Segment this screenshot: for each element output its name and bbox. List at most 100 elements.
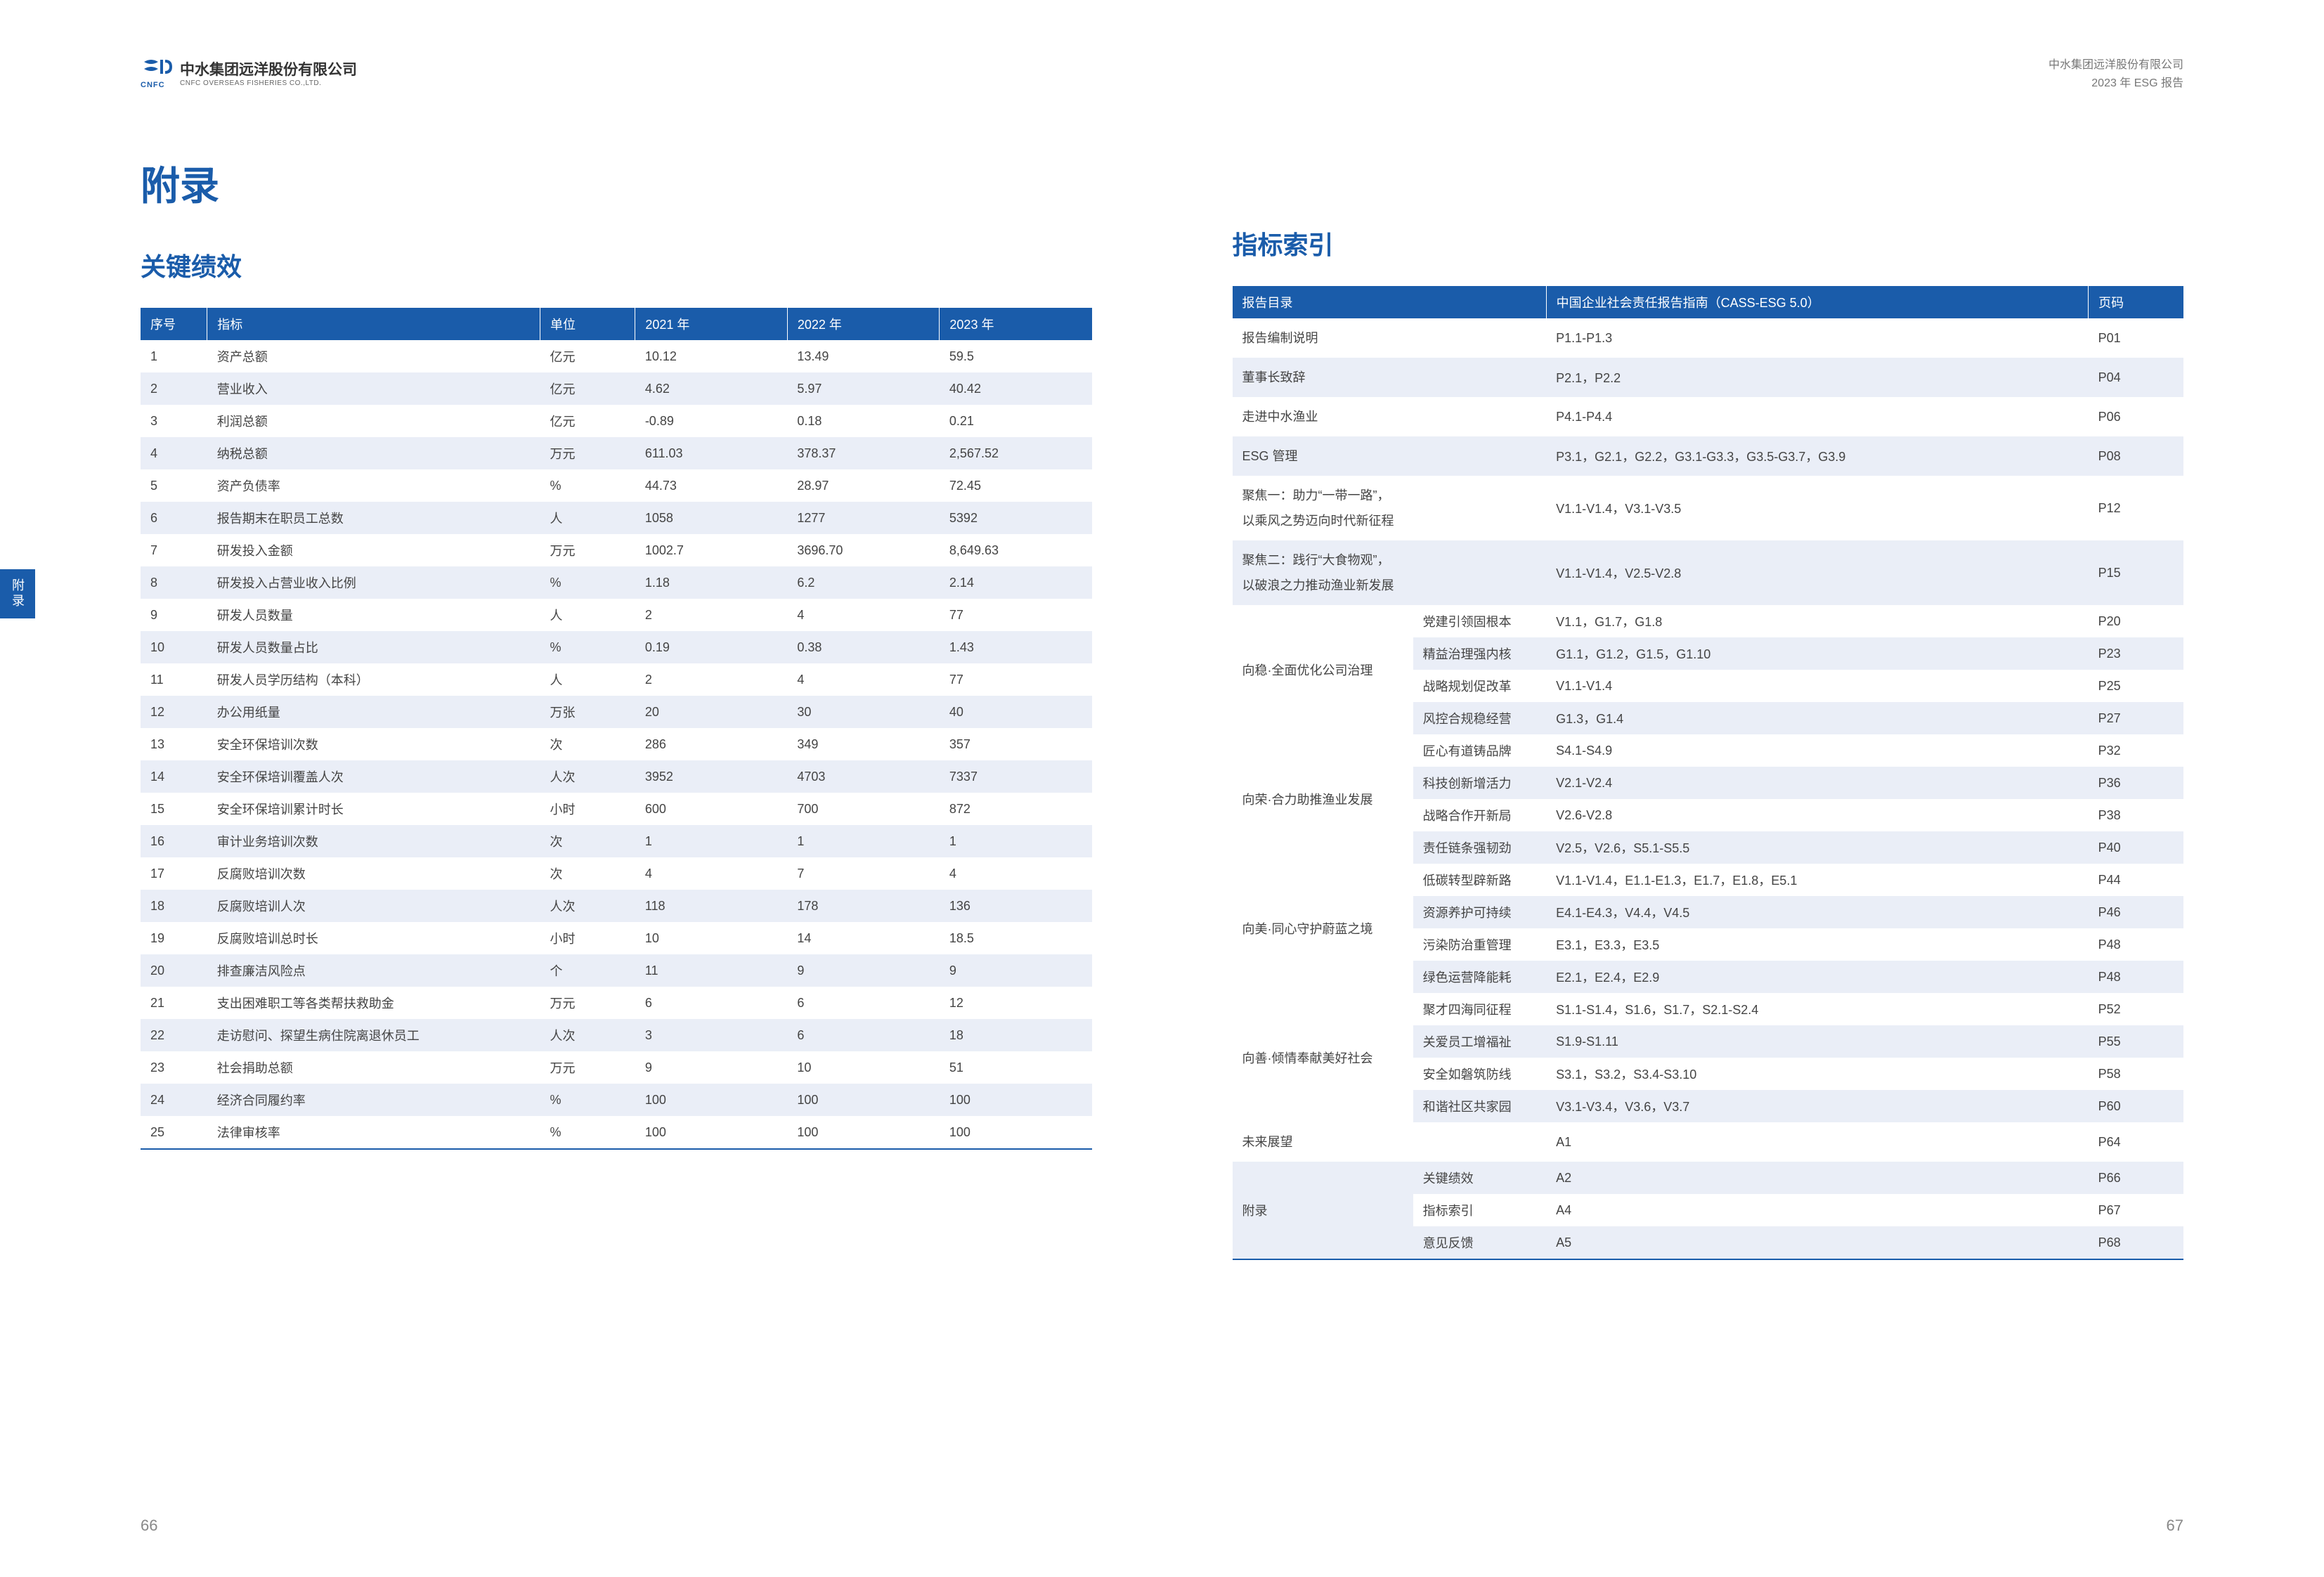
table-cell: A4	[1546, 1194, 2089, 1226]
left-title-section: 关键绩效	[141, 247, 1092, 283]
table-row: 5资产负债率%44.7328.9772.45	[141, 469, 1092, 502]
table-cell: 反腐败培训总时长	[207, 922, 540, 954]
table-row: 8研发投入占营业收入比例%1.186.22.14	[141, 566, 1092, 599]
table-cell: 25	[141, 1116, 207, 1149]
table-cell: 小时	[540, 922, 635, 954]
table-cell: 7337	[940, 760, 1092, 793]
table-cell: A2	[1546, 1162, 2089, 1194]
table-cell: 4.62	[635, 372, 788, 405]
table-cell: 11	[141, 663, 207, 696]
table-cell: P66	[2089, 1162, 2183, 1194]
table-cell: P25	[2089, 670, 2183, 702]
table-cell: 风控合规稳经营	[1413, 702, 1546, 734]
table-cell: 6	[141, 502, 207, 534]
table-cell: 4703	[787, 760, 940, 793]
table-cell: V1.1-V1.4，V2.5-V2.8	[1546, 540, 2089, 605]
table-row: 17反腐败培训次数次474	[141, 857, 1092, 890]
table-cell: G1.1，G1.2，G1.5，G1.10	[1546, 637, 2089, 670]
table-cell: 2	[635, 599, 788, 631]
table-cell: P3.1，G2.1，G2.2，G3.1-G3.3，G3.5-G3.7，G3.9	[1546, 436, 2089, 476]
table-cell: 2	[635, 663, 788, 696]
table-cell: P23	[2089, 637, 2183, 670]
table-cell: 10	[787, 1051, 940, 1084]
table-row: 1资产总额亿元10.1213.4959.5	[141, 340, 1092, 372]
table-cell: 次	[540, 728, 635, 760]
logo-text: CNFC	[141, 81, 176, 89]
table-cell: 社会捐助总额	[207, 1051, 540, 1084]
table-row: 附录关键绩效A2P66	[1233, 1162, 2184, 1194]
table-cell: P58	[2089, 1058, 2183, 1090]
table-cell: 1	[141, 340, 207, 372]
table-cell: 研发投入占营业收入比例	[207, 566, 540, 599]
table-cell: S1.9-S1.11	[1546, 1025, 2089, 1058]
table-cell: 绿色运营降能耗	[1413, 961, 1546, 993]
table-cell: 17	[141, 857, 207, 890]
table-cell: 18	[940, 1019, 1092, 1051]
table-cell: 万元	[540, 987, 635, 1019]
header-right-line1: 中水集团远洋股份有限公司	[2049, 56, 2183, 74]
table-cell: 安全如磐筑防线	[1413, 1058, 1546, 1090]
table-cell: 人次	[540, 1019, 635, 1051]
table-cell: 100	[635, 1084, 788, 1116]
page-number-right: 67	[2167, 1517, 2183, 1535]
table-cell: P2.1，P2.2	[1546, 358, 2089, 397]
table-cell: 14	[141, 760, 207, 793]
table-cell: 10	[635, 922, 788, 954]
table-cell: 5	[141, 469, 207, 502]
table-cell: 20	[635, 696, 788, 728]
idx-th-3: 页码	[2089, 286, 2183, 318]
table-cell: P01	[2089, 318, 2183, 358]
table-cell: 349	[787, 728, 940, 760]
table-cell: P08	[2089, 436, 2183, 476]
table-cell: 精益治理强内核	[1413, 637, 1546, 670]
table-cell: E3.1，E3.3，E3.5	[1546, 928, 2089, 961]
table-cell: P68	[2089, 1226, 2183, 1259]
table-cell: 20	[141, 954, 207, 987]
table-cell: 136	[940, 890, 1092, 922]
table-cell: 0.19	[635, 631, 788, 663]
table-cell: 1277	[787, 502, 940, 534]
table-cell: 19	[141, 922, 207, 954]
table-row: 15安全环保培训累计时长小时600700872	[141, 793, 1092, 825]
table-cell: 1	[940, 825, 1092, 857]
table-cell: P67	[2089, 1194, 2183, 1226]
table-cell: 经济合同履约率	[207, 1084, 540, 1116]
table-cell: 万元	[540, 437, 635, 469]
table-cell: 利润总额	[207, 405, 540, 437]
table-cell: %	[540, 469, 635, 502]
table-cell: 1002.7	[635, 534, 788, 566]
table-cell: S3.1，S3.2，S3.4-S3.10	[1546, 1058, 2089, 1090]
table-cell: 报告编制说明	[1233, 318, 1547, 358]
table-cell: P40	[2089, 831, 2183, 864]
header-right-line2: 2023 年 ESG 报告	[2049, 74, 2183, 93]
header-right: 中水集团远洋股份有限公司 2023 年 ESG 报告	[2049, 56, 2183, 92]
table-cell: 28.97	[787, 469, 940, 502]
section-cell: 向美·同心守护蔚蓝之境	[1233, 864, 1413, 993]
table-cell: 匠心有道铸品牌	[1413, 734, 1546, 767]
th-y3: 2023 年	[940, 308, 1092, 340]
table-cell: 14	[787, 922, 940, 954]
table-cell: 战略合作开新局	[1413, 799, 1546, 831]
table-row: 向稳·全面优化公司治理党建引领固根本V1.1，G1.7，G1.8P20	[1233, 605, 2184, 637]
table-row: 24经济合同履约率%100100100	[141, 1084, 1092, 1116]
table-cell: P12	[2089, 476, 2183, 540]
th-y2: 2022 年	[787, 308, 940, 340]
left-main-content: 附录 关键绩效 序号 指标 单位 2021 年 2022 年 2023 年 1资…	[141, 155, 1092, 1150]
table-cell: 9	[787, 954, 940, 987]
table-cell: 12	[940, 987, 1092, 1019]
table-cell: 15	[141, 793, 207, 825]
table-cell: V1.1，G1.7，G1.8	[1546, 605, 2089, 637]
header-logo-block: CNFC 中水集团远洋股份有限公司 CNFC OVERSEAS FISHERIE…	[141, 56, 357, 89]
table-cell: 1058	[635, 502, 788, 534]
table-row: 9研发人员数量人2477	[141, 599, 1092, 631]
performance-table: 序号 指标 单位 2021 年 2022 年 2023 年 1资产总额亿元10.…	[141, 308, 1092, 1150]
table-cell: 0.21	[940, 405, 1092, 437]
table-cell: 872	[940, 793, 1092, 825]
page-number-left: 66	[141, 1517, 157, 1535]
table-cell: 走进中水渔业	[1233, 397, 1547, 436]
table-cell: 关爱员工增福祉	[1413, 1025, 1546, 1058]
table-cell: 77	[940, 599, 1092, 631]
table-cell: P38	[2089, 799, 2183, 831]
table-cell: P04	[2089, 358, 2183, 397]
table-cell: 人次	[540, 760, 635, 793]
